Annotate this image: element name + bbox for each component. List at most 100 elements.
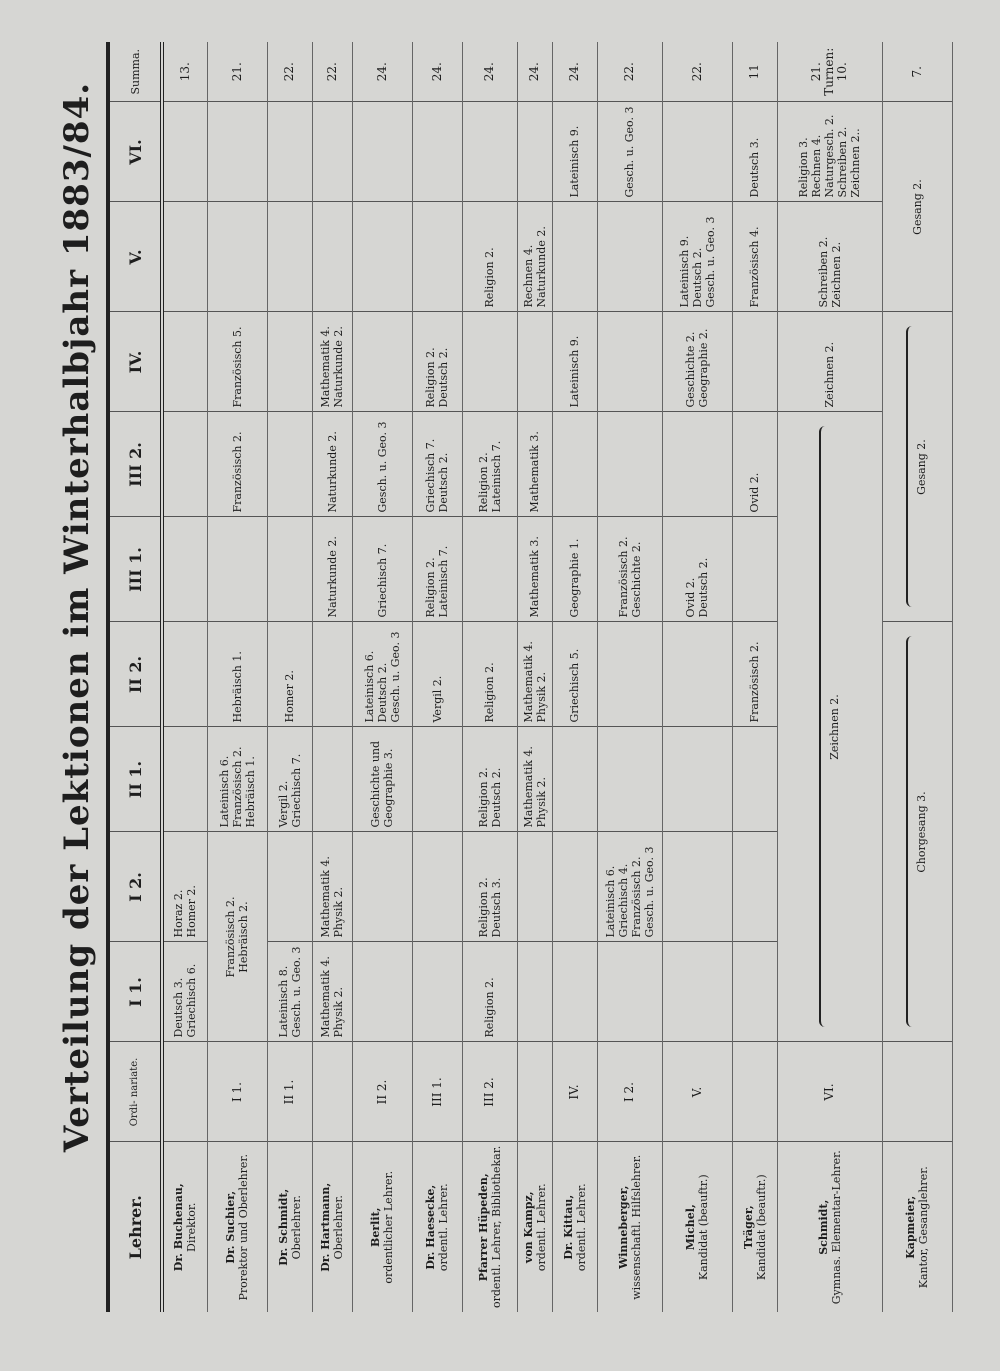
lesson-entry: Rechnen 4. <box>521 244 535 308</box>
lesson-cell: Griechisch 7. Deutsch 2. <box>412 412 462 517</box>
lesson-cell: Geschichte und Geographie 3. <box>352 727 412 832</box>
table-row: Dr. Buchenau, Direktor. Deutsch 3. Griechis… <box>162 42 207 1312</box>
empty-cell <box>267 832 312 942</box>
lesson-cell: Lateinisch 9. <box>552 312 597 412</box>
spanning-lesson-cell: Zeichnen 2. <box>777 412 882 1042</box>
empty-cell <box>597 942 662 1042</box>
lesson-entry: Lateinisch 7. <box>489 440 503 513</box>
ordinariat-cell: I 1. <box>207 1042 267 1142</box>
table-row: Träger, Kandidat (beauftr.) Französisch 2.… <box>732 42 777 1312</box>
summa-value: 24. <box>567 62 581 82</box>
lesson-cell: Religion 2. Lateinisch 7. <box>412 517 462 622</box>
lesson-entry: Griechisch 6. <box>185 963 199 1038</box>
empty-cell <box>162 727 207 832</box>
empty-cell <box>662 832 732 942</box>
lesson-cell: Französisch 2. <box>207 412 267 517</box>
teacher-cell: Pfarrer Hüpeden, ordentl. Lehrer, Bibliot… <box>462 1142 517 1312</box>
empty-cell <box>207 102 267 202</box>
lesson-entry: Deutsch 2. <box>437 347 450 408</box>
teacher-cell: Dr. Kittau, ordentl. Lehrer. <box>552 1142 597 1312</box>
lesson-entry: Französisch 2. <box>748 641 761 723</box>
lesson-cell: Horaz 2. Homer 2. <box>162 832 207 942</box>
brace-mark <box>906 636 913 1028</box>
empty-cell <box>312 202 352 312</box>
lesson-entry: Religion 2. <box>483 247 496 308</box>
summa-cell: 13. <box>162 42 207 102</box>
table-row: Kapmeier, Kantor, Gesanglehrer. Chorgesang… <box>882 42 952 1312</box>
table-row: Winneberger, wissenschaftl. Hilfslehrer. I… <box>597 42 662 1312</box>
teacher-role: Kandidat (beauftr.) <box>754 1174 768 1281</box>
page-title: Verteilung der Lektionen im Winterhalbja… <box>57 81 97 1153</box>
lesson-cell: Geschichte 2. Geographie 2. <box>662 312 732 412</box>
lesson-cell: Französisch 5. <box>207 312 267 412</box>
teacher-role: Kandidat (beauftr.) <box>697 1174 710 1281</box>
teacher-cell: Winneberger, wissenschaftl. Hilfslehrer. <box>597 1142 662 1312</box>
lesson-cell: Lateinisch 8. Gesch. u. Geo. 3 <box>267 942 312 1042</box>
summa-cell: 22. <box>312 42 352 102</box>
lesson-entry: Lateinisch 6. <box>362 650 376 723</box>
empty-cell <box>732 832 777 942</box>
lesson-entry: Religion 2. <box>424 557 437 618</box>
lesson-entry: Geographie 1. <box>568 538 581 618</box>
lesson-entry: Chorgesang 3. <box>915 791 928 873</box>
empty-cell <box>162 102 207 202</box>
summa-cell: 7. <box>882 42 952 102</box>
lesson-entry: Gesang 2. <box>910 179 924 235</box>
lesson-cell: Vergil 2. <box>412 622 462 727</box>
empty-cell <box>162 202 207 312</box>
summa-value: 24. <box>482 62 496 82</box>
empty-cell <box>597 622 662 727</box>
lesson-cell: Französisch 4. <box>732 202 777 312</box>
lesson-entry: Geschichte 2. <box>629 541 643 618</box>
lesson-distribution-table: Lehrer. Ordi- nariate. I 1. I 2. II 1. II 2. I… <box>106 42 953 1312</box>
lesson-cell: Griechisch 7. <box>352 517 412 622</box>
summa-cell: 21. <box>207 42 267 102</box>
lesson-cell: Französisch 2. Geschichte 2. <box>597 517 662 622</box>
lesson-entry: Religion 2. <box>476 767 490 828</box>
empty-cell <box>312 727 352 832</box>
column-header: V. <box>108 202 162 312</box>
lesson-entry: Horaz 2. <box>172 889 186 938</box>
empty-cell <box>732 727 777 832</box>
lesson-entry: Naturgesch. 2. <box>823 114 836 198</box>
lesson-entry: Mathematik 4. <box>319 956 332 1038</box>
summa-value: 10. <box>835 62 849 82</box>
empty-cell <box>267 102 312 202</box>
table-row: Dr. Hartmann, Oberlehrer. Mathematik 4. Phy… <box>312 42 352 1312</box>
empty-cell <box>162 412 207 517</box>
lesson-entry: Griechisch 5. <box>568 648 581 723</box>
teacher-cell: Dr. Hartmann, Oberlehrer. <box>312 1142 352 1312</box>
teacher-name: Träger, <box>741 1205 755 1250</box>
empty-cell <box>412 202 462 312</box>
empty-cell <box>517 312 552 412</box>
lesson-entry: Religion 2. <box>483 662 496 723</box>
empty-cell <box>662 412 732 517</box>
empty-cell <box>162 517 207 622</box>
lesson-entry: Lateinisch 8. <box>276 965 290 1038</box>
lesson-cell: Naturkunde 2. <box>312 412 352 517</box>
lesson-entry: Homer 2. <box>185 885 199 938</box>
lesson-entry: Religion 2. <box>476 877 490 938</box>
empty-cell <box>207 202 267 312</box>
empty-cell <box>312 102 352 202</box>
lesson-entry: Lateinisch 9. <box>568 125 581 198</box>
summa-cell: 21. Turnen: 10. <box>777 42 882 102</box>
teacher-cell: Berlit, ordentlicher Lehrer. <box>352 1142 412 1312</box>
lesson-entry: Physik 2. <box>534 671 548 723</box>
rotated-page: Verteilung der Lektionen im Winterhalbja… <box>48 42 953 1312</box>
empty-cell <box>312 622 352 727</box>
empty-cell <box>662 622 732 727</box>
lesson-cell: Hebräisch 1. <box>207 622 267 727</box>
lesson-cell: Gesch. u. Geo. 3 <box>597 102 662 202</box>
lesson-entry: Religion 2. <box>483 977 496 1038</box>
teacher-name: Dr. Hartmann, <box>319 1182 332 1272</box>
empty-cell <box>517 832 552 942</box>
lesson-entry: Deutsch 3. <box>489 877 503 938</box>
lesson-entry: Deutsch 3. <box>748 137 761 198</box>
lesson-entry: Schreiben 2. <box>836 126 849 198</box>
lesson-entry: Rechnen 4. <box>810 134 823 198</box>
lesson-cell: Religion 2. Deutsch 2. <box>462 727 517 832</box>
lesson-cell: Mathematik 4. Physik 2. <box>517 622 552 727</box>
empty-cell <box>552 202 597 312</box>
teacher-name: Kapmeier, <box>904 1195 917 1259</box>
